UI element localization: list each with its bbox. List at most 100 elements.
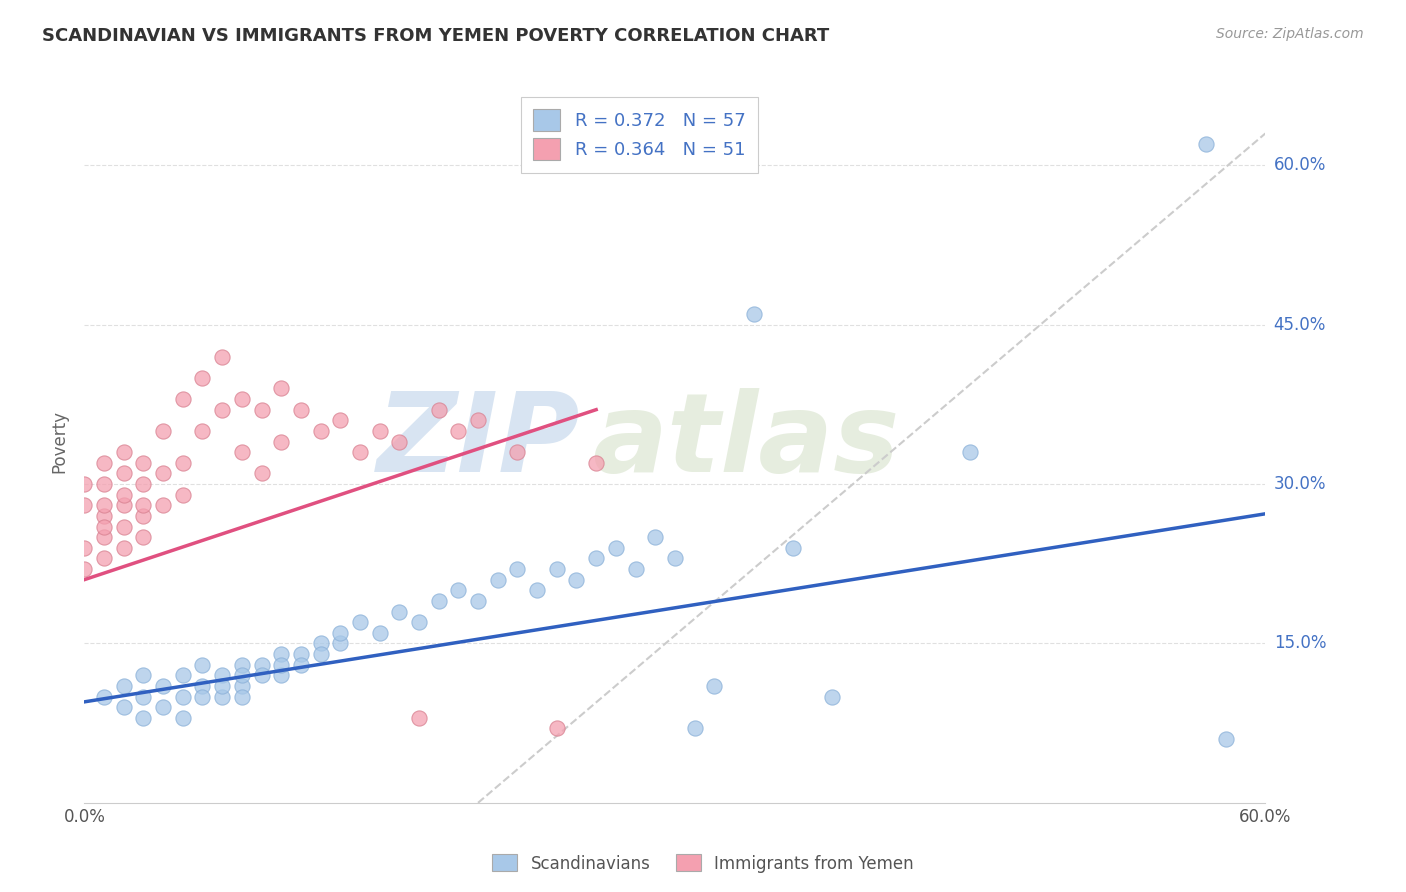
- Point: [250, 657, 273, 672]
- Point: [231, 690, 253, 704]
- Point: [270, 434, 292, 449]
- Point: [329, 636, 352, 650]
- Point: [585, 551, 607, 566]
- Point: [309, 424, 332, 438]
- Point: [782, 541, 804, 555]
- Point: [112, 700, 135, 714]
- Point: [388, 434, 411, 449]
- Point: [152, 700, 174, 714]
- Point: [172, 690, 194, 704]
- Point: [585, 456, 607, 470]
- Point: [467, 594, 489, 608]
- Point: [250, 402, 273, 417]
- Point: [447, 424, 470, 438]
- Point: [290, 402, 312, 417]
- Point: [231, 445, 253, 459]
- Text: 15.0%: 15.0%: [1274, 634, 1326, 652]
- Point: [408, 615, 430, 630]
- Point: [408, 711, 430, 725]
- Point: [152, 498, 174, 512]
- Point: [231, 679, 253, 693]
- Point: [132, 456, 155, 470]
- Y-axis label: Poverty: Poverty: [51, 410, 69, 473]
- Point: [132, 711, 155, 725]
- Point: [93, 530, 115, 544]
- Point: [112, 679, 135, 693]
- Point: [349, 615, 371, 630]
- Point: [211, 690, 233, 704]
- Point: [191, 679, 214, 693]
- Point: [112, 519, 135, 533]
- Point: [211, 402, 233, 417]
- Point: [152, 679, 174, 693]
- Point: [467, 413, 489, 427]
- Point: [526, 583, 548, 598]
- Text: 45.0%: 45.0%: [1274, 316, 1326, 334]
- Point: [112, 445, 135, 459]
- Point: [1195, 136, 1218, 151]
- Point: [250, 668, 273, 682]
- Point: [112, 541, 135, 555]
- Point: [172, 488, 194, 502]
- Point: [112, 467, 135, 481]
- Point: [93, 508, 115, 523]
- Point: [959, 445, 981, 459]
- Point: [290, 657, 312, 672]
- Point: [506, 445, 529, 459]
- Text: 30.0%: 30.0%: [1274, 475, 1326, 493]
- Point: [506, 562, 529, 576]
- Point: [211, 668, 233, 682]
- Point: [349, 445, 371, 459]
- Point: [172, 711, 194, 725]
- Point: [211, 350, 233, 364]
- Point: [231, 668, 253, 682]
- Point: [270, 668, 292, 682]
- Point: [546, 722, 568, 736]
- Point: [270, 657, 292, 672]
- Point: [388, 605, 411, 619]
- Point: [605, 541, 627, 555]
- Point: [486, 573, 509, 587]
- Point: [270, 647, 292, 661]
- Text: SCANDINAVIAN VS IMMIGRANTS FROM YEMEN POVERTY CORRELATION CHART: SCANDINAVIAN VS IMMIGRANTS FROM YEMEN PO…: [42, 27, 830, 45]
- Point: [703, 679, 725, 693]
- Point: [329, 413, 352, 427]
- Point: [93, 456, 115, 470]
- Point: [309, 636, 332, 650]
- Point: [93, 477, 115, 491]
- Point: [191, 657, 214, 672]
- Point: [683, 722, 706, 736]
- Point: [427, 402, 450, 417]
- Point: [132, 530, 155, 544]
- Point: [270, 381, 292, 395]
- Point: [73, 541, 96, 555]
- Text: Source: ZipAtlas.com: Source: ZipAtlas.com: [1216, 27, 1364, 41]
- Point: [250, 467, 273, 481]
- Point: [231, 392, 253, 406]
- Legend: Scandinavians, Immigrants from Yemen: Scandinavians, Immigrants from Yemen: [485, 847, 921, 880]
- Text: atlas: atlas: [592, 388, 900, 495]
- Point: [172, 392, 194, 406]
- Legend: R = 0.372   N = 57, R = 0.364   N = 51: R = 0.372 N = 57, R = 0.364 N = 51: [520, 96, 758, 173]
- Text: ZIP: ZIP: [377, 388, 581, 495]
- Point: [112, 498, 135, 512]
- Point: [191, 690, 214, 704]
- Point: [664, 551, 686, 566]
- Point: [368, 625, 391, 640]
- Point: [93, 519, 115, 533]
- Point: [191, 424, 214, 438]
- Point: [152, 424, 174, 438]
- Point: [211, 679, 233, 693]
- Point: [132, 690, 155, 704]
- Point: [73, 562, 96, 576]
- Point: [742, 307, 765, 321]
- Point: [132, 668, 155, 682]
- Point: [565, 573, 588, 587]
- Point: [112, 488, 135, 502]
- Point: [644, 530, 666, 544]
- Point: [172, 668, 194, 682]
- Text: 60.0%: 60.0%: [1274, 156, 1326, 174]
- Point: [132, 498, 155, 512]
- Point: [427, 594, 450, 608]
- Point: [73, 477, 96, 491]
